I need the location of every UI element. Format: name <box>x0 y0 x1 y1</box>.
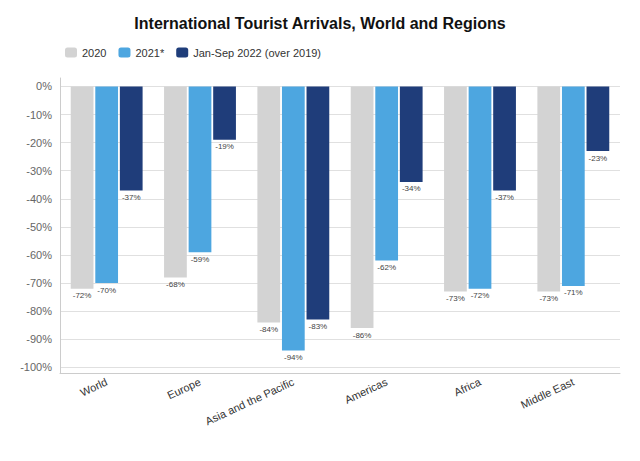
svg-text:Europe: Europe <box>165 376 202 402</box>
svg-text:-60%: -60% <box>26 249 52 261</box>
svg-text:-30%: -30% <box>26 165 52 177</box>
svg-text:Middle East: Middle East <box>519 376 576 411</box>
svg-text:-20%: -20% <box>26 137 52 149</box>
svg-text:Asia and the Pacific: Asia and the Pacific <box>203 375 296 427</box>
svg-text:International Tourist Arrivals: International Tourist Arrivals, World an… <box>134 15 505 32</box>
svg-text:-80%: -80% <box>26 305 52 317</box>
svg-text:-40%: -40% <box>26 193 52 205</box>
svg-text:-72%: -72% <box>73 291 92 300</box>
svg-text:World: World <box>78 376 109 399</box>
svg-text:-70%: -70% <box>97 286 116 295</box>
svg-text:-37%: -37% <box>495 193 514 202</box>
svg-text:-68%: -68% <box>166 280 185 289</box>
svg-text:-34%: -34% <box>402 184 421 193</box>
svg-text:Africa: Africa <box>452 375 483 398</box>
svg-text:-83%: -83% <box>309 322 328 331</box>
svg-text:-72%: -72% <box>471 291 490 300</box>
svg-text:-59%: -59% <box>191 255 210 264</box>
svg-text:-86%: -86% <box>353 331 372 340</box>
svg-text:-94%: -94% <box>284 353 303 362</box>
svg-text:Jan-Sep 2022 (over 2019): Jan-Sep 2022 (over 2019) <box>193 47 321 59</box>
svg-text:-73%: -73% <box>446 294 465 303</box>
svg-text:-50%: -50% <box>26 221 52 233</box>
svg-text:2020: 2020 <box>82 47 106 59</box>
svg-text:-73%: -73% <box>539 294 558 303</box>
svg-text:Americas: Americas <box>343 375 390 405</box>
svg-text:-10%: -10% <box>26 109 52 121</box>
svg-text:-70%: -70% <box>26 277 52 289</box>
svg-text:2021*: 2021* <box>135 47 164 59</box>
svg-text:-37%: -37% <box>122 193 141 202</box>
svg-text:-84%: -84% <box>259 325 278 334</box>
svg-text:-90%: -90% <box>26 333 52 345</box>
svg-text:-19%: -19% <box>215 142 234 151</box>
svg-text:-62%: -62% <box>377 263 396 272</box>
svg-text:-23%: -23% <box>589 154 608 163</box>
svg-text:-71%: -71% <box>564 288 583 297</box>
svg-text:0%: 0% <box>36 80 52 92</box>
svg-text:-100%: -100% <box>20 361 52 373</box>
